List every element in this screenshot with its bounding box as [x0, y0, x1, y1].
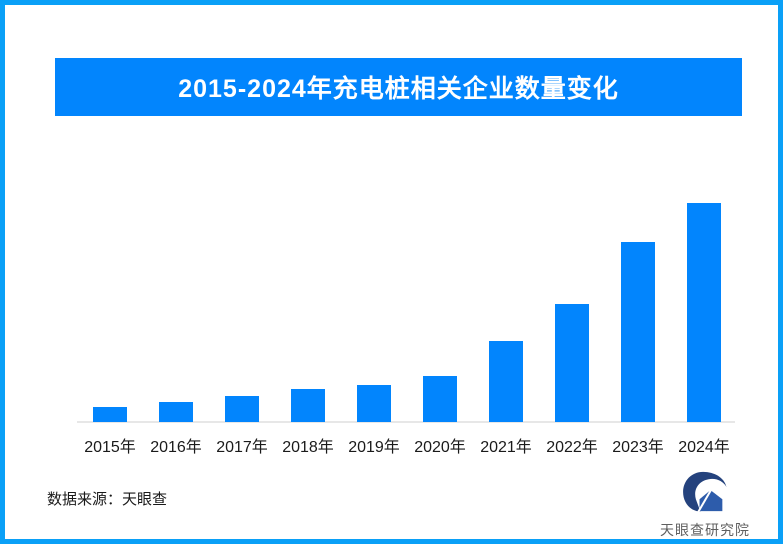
bar-2018年	[291, 389, 325, 422]
x-axis-label-2021年: 2021年	[480, 439, 532, 456]
x-axis-line	[77, 421, 735, 423]
bar-2024年	[687, 203, 721, 422]
title-banner: 2015-2024年充电桩相关企业数量变化	[55, 58, 742, 116]
bar-2017年	[225, 396, 259, 422]
bar-2022年	[555, 304, 589, 422]
x-axis-label-2018年: 2018年	[282, 439, 334, 456]
bar-2020年	[423, 376, 457, 422]
data-source-note: 数据来源：天眼查	[47, 491, 168, 508]
logo-block: 天眼查研究院	[653, 471, 757, 539]
bar-2016年	[159, 402, 193, 422]
tianyancha-eye-logo-icon	[683, 471, 727, 513]
x-axis-label-2024年: 2024年	[678, 439, 730, 456]
bar-2015年	[93, 407, 127, 422]
x-axis-label-2020年: 2020年	[414, 439, 466, 456]
x-axis-label-2015年: 2015年	[84, 439, 136, 456]
x-axis-label-2022年: 2022年	[546, 439, 598, 456]
bar-2023年	[621, 242, 655, 422]
logo-text: 天眼查研究院	[660, 522, 750, 538]
x-axis-label-2016年: 2016年	[150, 439, 202, 456]
x-axis-label-2017年: 2017年	[216, 439, 268, 456]
bar-2019年	[357, 385, 391, 422]
chart-title: 2015-2024年充电桩相关企业数量变化	[178, 75, 619, 103]
bar-chart: 2015年 2016年 2017年 2018年 2019年 2020年 2021年 2022年…	[5, 5, 778, 539]
x-axis-label-2023年: 2023年	[612, 439, 664, 456]
x-axis-label-2019年: 2019年	[348, 439, 400, 456]
bar-2021年	[489, 341, 523, 422]
